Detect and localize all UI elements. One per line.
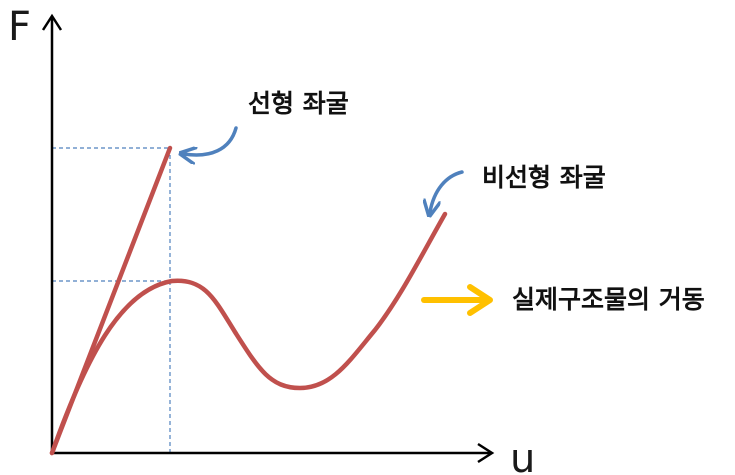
nonlinear-buckling-label: 비선형 좌굴 bbox=[482, 163, 606, 192]
nonlinear-pointer-icon bbox=[430, 170, 464, 212]
actual-behaviour-label: 실제구조물의 거동 bbox=[512, 285, 705, 314]
x-axis-label: u bbox=[510, 436, 535, 475]
x-axis-arrowhead bbox=[477, 442, 495, 464]
linear-buckling-label: 선형 좌굴 bbox=[248, 89, 349, 118]
linear-pointer-icon bbox=[184, 126, 238, 155]
y-axis-arrowhead bbox=[41, 13, 63, 31]
actual-pointer-icon bbox=[421, 284, 493, 316]
nonlinear-behaviour-curve bbox=[49, 211, 448, 456]
y-axis-label: F bbox=[8, 4, 31, 50]
